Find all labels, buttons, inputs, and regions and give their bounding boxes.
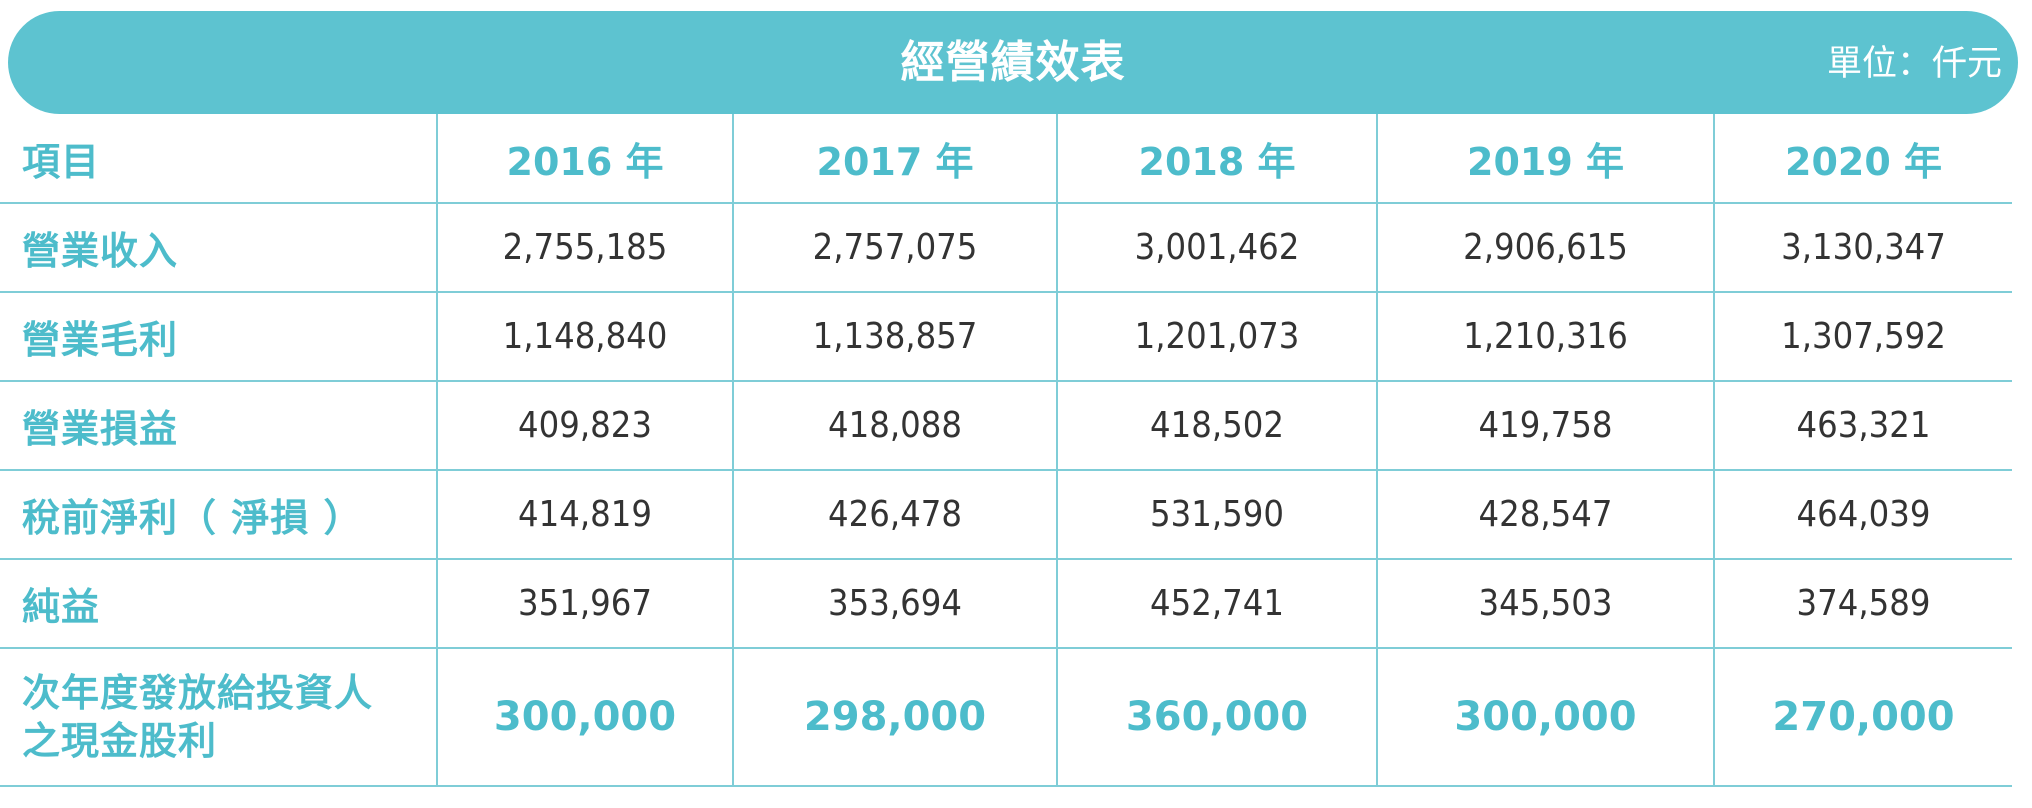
table-title: 經營績效表 xyxy=(900,37,1126,88)
row-label: 稅前淨利（ 淨損 ） xyxy=(0,470,438,560)
dividend-row: 次年度發放給投資人 之現金股利 300,000 298,000 360,000 … xyxy=(0,648,2012,787)
table-cell: 1,148,840 xyxy=(437,292,734,382)
header-year-2016: 2016 年 xyxy=(437,114,734,204)
header-year-2018: 2018 年 xyxy=(1057,114,1378,204)
table-row: 營業收入 2,755,185 2,757,075 3,001,462 2,906… xyxy=(0,203,2012,293)
dividend-cell: 270,000 xyxy=(1714,648,2012,787)
table-cell: 414,819 xyxy=(437,470,734,560)
dividend-cell: 360,000 xyxy=(1057,648,1378,787)
performance-table: 項目 2016 年 2017 年 2018 年 2019 年 2020 年 營業… xyxy=(0,114,2012,787)
dividend-label-line1: 次年度發放給投資人 xyxy=(22,671,374,715)
table-title-banner: 經營績效表 單位：仟元 xyxy=(8,11,2018,114)
table-row: 稅前淨利（ 淨損 ） 414,819 426,478 531,590 428,5… xyxy=(0,470,2012,560)
row-label: 營業收入 xyxy=(0,203,438,293)
table-row: 營業毛利 1,148,840 1,138,857 1,201,073 1,210… xyxy=(0,292,2012,382)
table-row: 營業損益 409,823 418,088 418,502 419,758 463… xyxy=(0,381,2012,471)
table-cell: 426,478 xyxy=(733,470,1058,560)
row-label: 純益 xyxy=(0,559,438,649)
table-cell: 419,758 xyxy=(1377,381,1715,471)
table-cell: 452,741 xyxy=(1057,559,1378,649)
header-row: 項目 2016 年 2017 年 2018 年 2019 年 2020 年 xyxy=(0,114,2012,204)
table-cell: 1,210,316 xyxy=(1377,292,1715,382)
header-year-2019: 2019 年 xyxy=(1377,114,1715,204)
table-cell: 2,755,185 xyxy=(437,203,734,293)
header-year-2017: 2017 年 xyxy=(733,114,1058,204)
table-cell: 409,823 xyxy=(437,381,734,471)
table-cell: 463,321 xyxy=(1714,381,2012,471)
table-row: 純益 351,967 353,694 452,741 345,503 374,5… xyxy=(0,559,2012,649)
header-item-label: 項目 xyxy=(0,114,438,204)
header-year-2020: 2020 年 xyxy=(1714,114,2012,204)
dividend-row-label: 次年度發放給投資人 之現金股利 xyxy=(0,648,438,787)
table-cell: 428,547 xyxy=(1377,470,1715,560)
dividend-cell: 300,000 xyxy=(437,648,734,787)
dividend-cell: 300,000 xyxy=(1377,648,1715,787)
table-cell: 374,589 xyxy=(1714,559,2012,649)
row-label: 營業損益 xyxy=(0,381,438,471)
unit-note: 單位：仟元 xyxy=(1826,44,2002,84)
table-cell: 345,503 xyxy=(1377,559,1715,649)
table-cell: 418,502 xyxy=(1057,381,1378,471)
dividend-cell: 298,000 xyxy=(733,648,1058,787)
table-cell: 1,307,592 xyxy=(1714,292,2012,382)
row-label: 營業毛利 xyxy=(0,292,438,382)
table-cell: 3,130,347 xyxy=(1714,203,2012,293)
table-cell: 353,694 xyxy=(733,559,1058,649)
table-cell: 1,138,857 xyxy=(733,292,1058,382)
table-cell: 2,757,075 xyxy=(733,203,1058,293)
table-cell: 1,201,073 xyxy=(1057,292,1378,382)
table-cell: 2,906,615 xyxy=(1377,203,1715,293)
table-cell: 531,590 xyxy=(1057,470,1378,560)
table-cell: 418,088 xyxy=(733,381,1058,471)
table-cell: 3,001,462 xyxy=(1057,203,1378,293)
dividend-label-line2: 之現金股利 xyxy=(22,719,218,763)
table-cell: 464,039 xyxy=(1714,470,2012,560)
table-cell: 351,967 xyxy=(437,559,734,649)
